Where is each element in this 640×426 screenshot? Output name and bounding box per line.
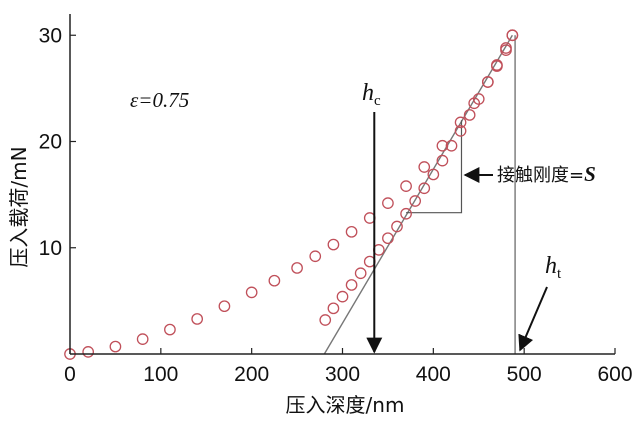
- loading-point: [82, 346, 95, 358]
- ht-arrow: [518, 286, 548, 352]
- loading-point: [109, 340, 122, 353]
- x-tick-label: 500: [507, 363, 542, 386]
- loading-point: [436, 139, 449, 152]
- unloading-point: [427, 168, 440, 181]
- loading-point: [164, 323, 176, 336]
- tangent-line: [323, 34, 513, 355]
- x-tick-label: 100: [143, 363, 178, 386]
- loading-point: [245, 286, 258, 299]
- unloading-point: [391, 220, 403, 233]
- unloading-point: [382, 232, 394, 245]
- unloading-point: [472, 93, 485, 105]
- unloading-point: [418, 182, 431, 195]
- unloading-point: [454, 125, 467, 137]
- loading-point: [268, 274, 281, 287]
- unloading-point: [436, 154, 449, 167]
- loading-point: [309, 250, 322, 263]
- x-tick-label: 200: [234, 363, 269, 386]
- unloading-point: [345, 279, 358, 291]
- unloading-point: [481, 76, 494, 88]
- x-tick-label: 400: [416, 363, 451, 386]
- x-tick-label: 300: [325, 363, 360, 386]
- y-tick-label: 10: [39, 237, 62, 260]
- x-axis-title: 压入深度/nm: [286, 393, 405, 417]
- loading-point: [218, 300, 231, 313]
- x-tick-label: 600: [597, 363, 632, 386]
- loading-point: [418, 161, 431, 173]
- unloading-point: [500, 42, 512, 54]
- slope-triangle: [406, 120, 463, 214]
- unloading-point: [400, 207, 412, 220]
- stiffness-label-text: 接触刚度=: [497, 165, 584, 186]
- y-tick-label: 30: [39, 24, 62, 47]
- hc-label-main: h: [362, 80, 374, 106]
- y-ticks: 10 20 30: [39, 24, 76, 260]
- stiffness-symbol: S: [584, 162, 596, 186]
- ht-label: ht: [545, 253, 562, 282]
- unloading-point: [445, 139, 458, 152]
- loading-point: [345, 225, 358, 238]
- unloading-point: [319, 314, 332, 326]
- ht-label-sub: t: [557, 266, 562, 282]
- loading-point: [136, 333, 149, 345]
- y-axis-title: 压入载荷/mN: [7, 146, 31, 267]
- unloading-point: [327, 302, 340, 315]
- unloading-point: [506, 29, 519, 42]
- unloading-point: [463, 109, 476, 121]
- epsilon-label: ε=0.75: [130, 88, 189, 112]
- unloading-point: [409, 195, 422, 207]
- loading-point: [327, 238, 340, 251]
- loading-point: [400, 180, 412, 192]
- unloading-point: [491, 59, 503, 71]
- loading-point: [191, 313, 204, 325]
- chart-marks: [64, 29, 548, 360]
- hc-label-sub: c: [374, 93, 381, 109]
- unloading-point: [354, 267, 367, 280]
- loading-point: [291, 262, 303, 274]
- x-ticks: 0 100 200 300 400 500 600: [64, 348, 633, 386]
- y-tick-label: 20: [39, 131, 62, 154]
- unloading-point: [336, 290, 349, 303]
- hc-label: hc: [362, 80, 381, 109]
- stiffness-label: 接触刚度=S: [497, 162, 596, 186]
- loading-point: [382, 197, 394, 209]
- ht-label-main: h: [545, 253, 557, 279]
- x-tick-label: 0: [64, 363, 76, 386]
- loading-point: [454, 116, 467, 129]
